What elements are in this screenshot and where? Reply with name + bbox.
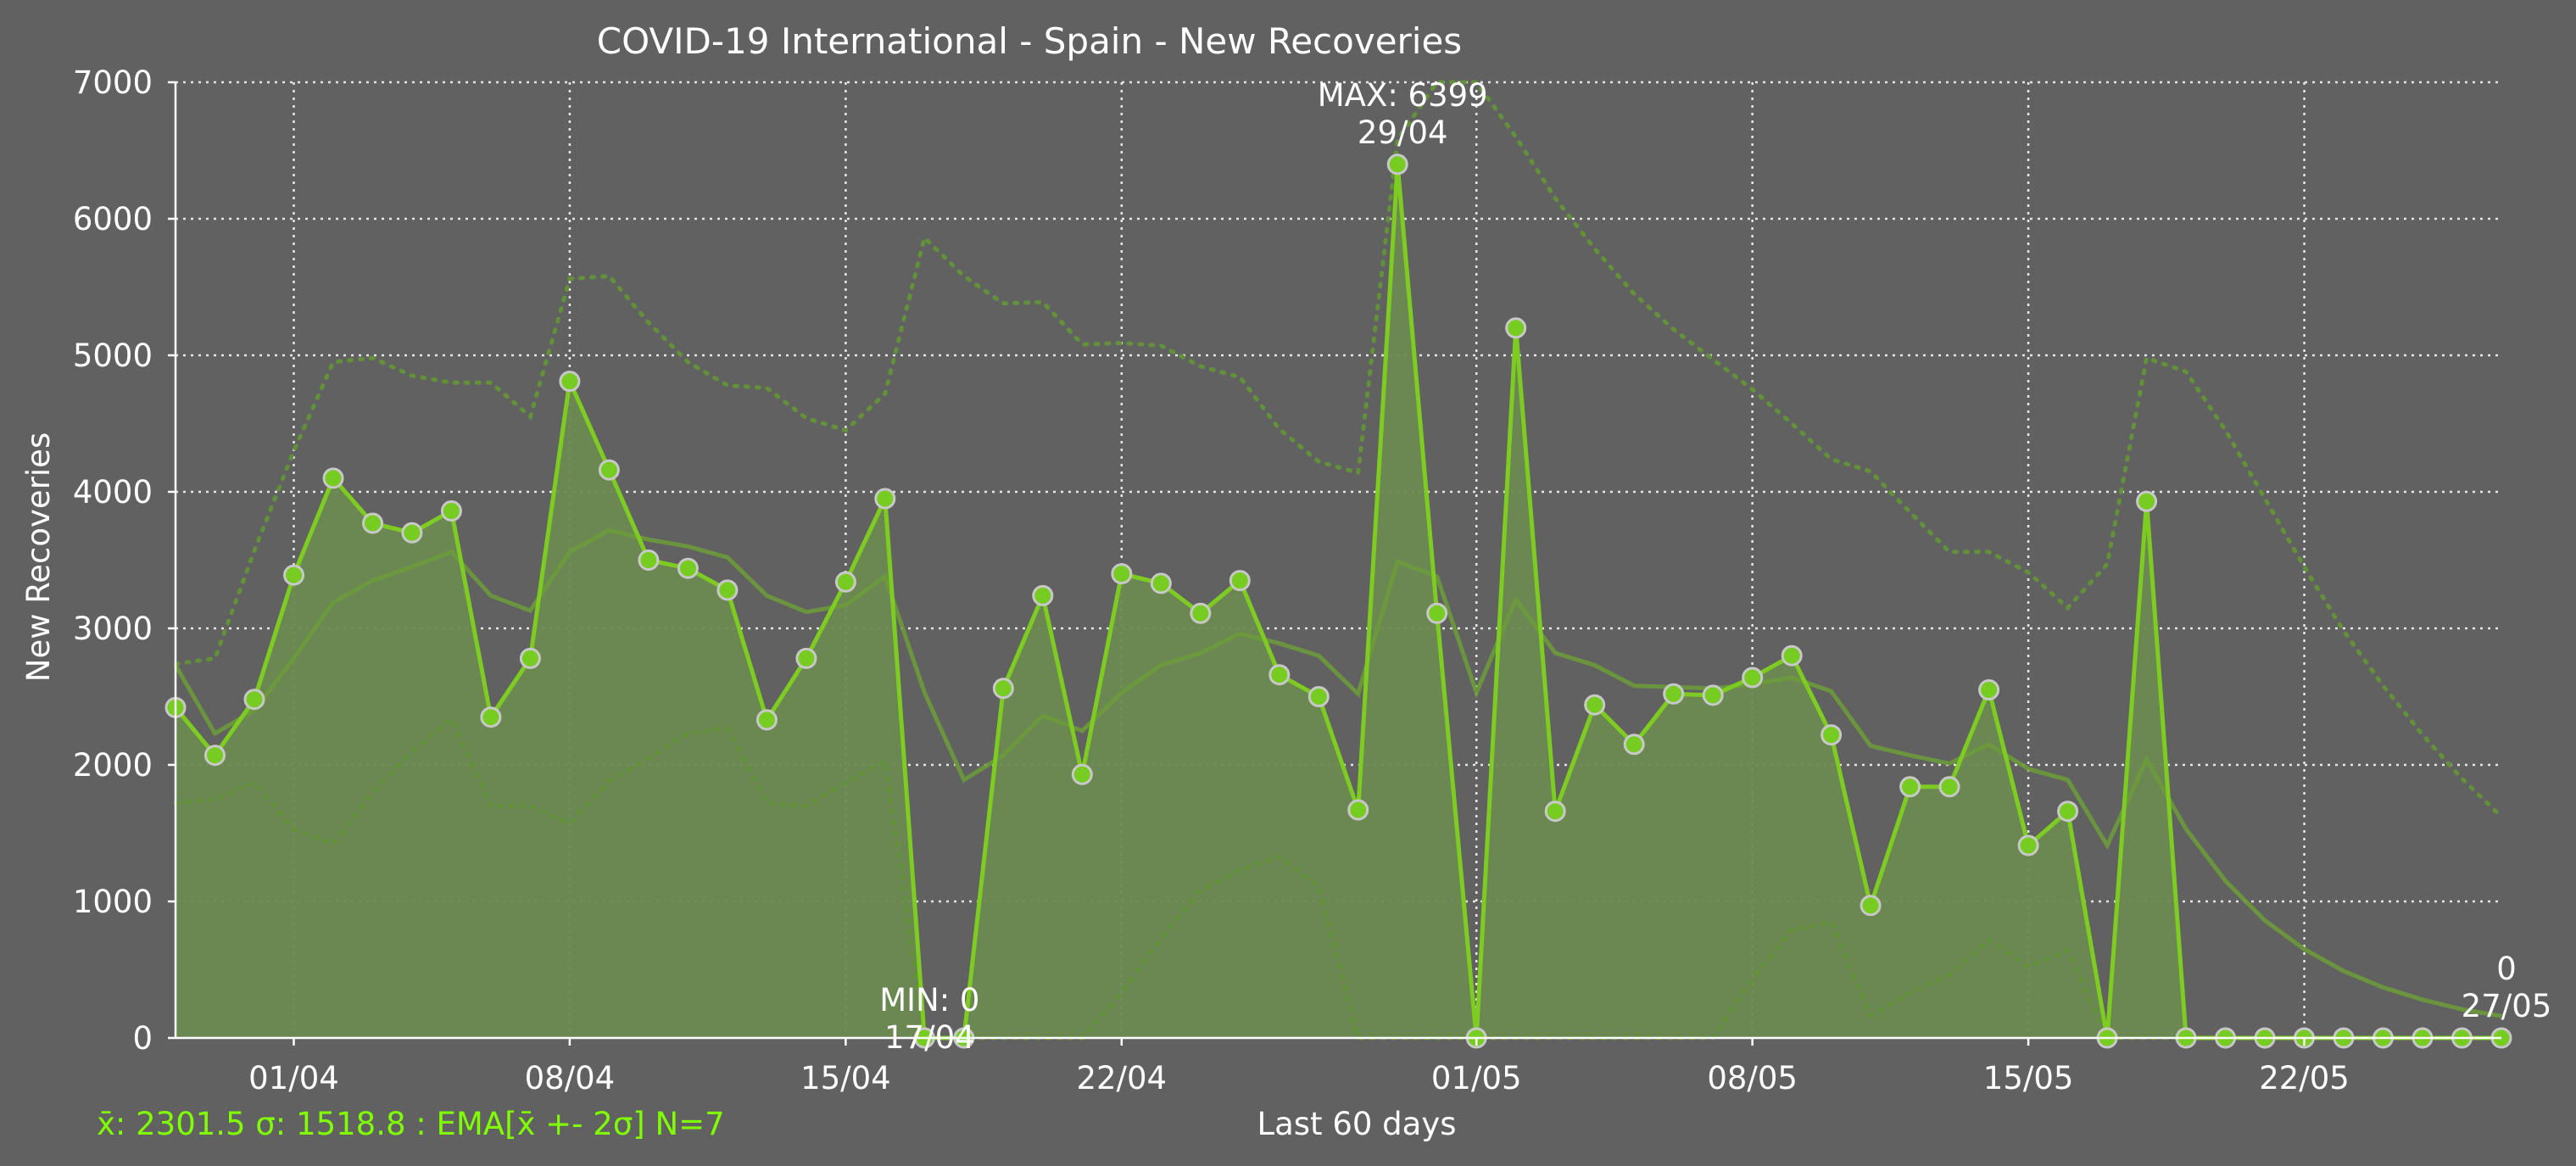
data-point xyxy=(1032,584,1054,606)
data-point xyxy=(716,579,739,601)
last-annotation-date: 27/05 xyxy=(2462,988,2552,1024)
data-point xyxy=(1544,801,1566,823)
data-point xyxy=(559,371,581,393)
y-tick-label: 1000 xyxy=(73,884,153,920)
data-point xyxy=(243,689,265,711)
series-line xyxy=(174,164,2501,1040)
data-point xyxy=(1426,602,1448,624)
data-point xyxy=(322,467,344,489)
data-point xyxy=(362,512,383,534)
data-point xyxy=(1860,895,1882,917)
data-point xyxy=(1663,683,1685,705)
y-tick-label: 6000 xyxy=(73,201,153,237)
x-tick-label: 15/05 xyxy=(1983,1060,2074,1096)
data-point xyxy=(1071,763,1093,785)
data-point xyxy=(677,557,699,579)
y-tick-label: 2000 xyxy=(73,747,153,784)
x-tick-label: 01/04 xyxy=(248,1060,339,1096)
data-point xyxy=(1742,667,1764,689)
data-point xyxy=(1938,776,1960,798)
axes: 0 1000 2000 3000 4000 5000 6000 7000 01/04 08/04 1… xyxy=(73,64,2501,1096)
x-tick-label: 01/05 xyxy=(1431,1060,1522,1096)
data-point xyxy=(1150,572,1172,594)
band-upper-line xyxy=(173,80,2504,819)
data-point xyxy=(1190,602,1212,624)
x-axis-label: Last 60 days xyxy=(1257,1106,1456,1142)
data-point xyxy=(401,522,423,544)
x-tick-label: 22/05 xyxy=(2259,1060,2350,1096)
y-tick-label: 3000 xyxy=(73,611,153,647)
data-point xyxy=(440,500,462,522)
y-axis-label: New Recoveries xyxy=(20,432,57,682)
data-point xyxy=(480,706,502,728)
min-annotation-label: MIN: 0 xyxy=(879,982,979,1018)
y-tick-label: 4000 xyxy=(73,474,153,510)
data-point xyxy=(1111,563,1133,585)
y-tick-label: 7000 xyxy=(73,64,153,101)
data-point xyxy=(1978,679,2000,700)
data-point xyxy=(2017,834,2039,856)
data-point xyxy=(1781,644,1803,667)
band-lower-line xyxy=(173,715,2504,1040)
data-point xyxy=(1505,317,1527,339)
x-tick-label: 08/04 xyxy=(525,1060,616,1096)
data-point xyxy=(1899,776,1921,798)
data-point xyxy=(1702,684,1724,706)
chart-title: COVID-19 International - Spain - New Rec… xyxy=(597,20,1462,62)
data-point xyxy=(638,550,660,571)
data-point xyxy=(1623,734,1645,756)
data-point xyxy=(2057,801,2079,823)
data-point xyxy=(834,571,856,593)
max-annotation-label: MAX: 6399 xyxy=(1318,77,1488,114)
data-point xyxy=(1347,799,1369,821)
y-tick-label: 0 xyxy=(132,1020,153,1057)
data-point xyxy=(2136,490,2158,512)
stats-line: x̄: 2301.5 σ: 1518.8 : EMA[x̄ +- 2σ] N=7 xyxy=(97,1106,725,1142)
x-tick-label: 15/04 xyxy=(800,1060,891,1096)
data-point xyxy=(598,459,620,481)
data-point xyxy=(992,678,1014,700)
data-point xyxy=(1820,724,1843,746)
data-point xyxy=(1308,686,1330,707)
data-point xyxy=(1268,664,1291,686)
x-tick-label: 08/05 xyxy=(1707,1060,1798,1096)
last-annotation-label: 0 xyxy=(2496,951,2517,987)
data-point xyxy=(519,647,541,669)
max-annotation-date: 29/04 xyxy=(1358,114,1448,151)
ema-line xyxy=(173,527,2502,1018)
data-point xyxy=(1584,694,1606,716)
data-point xyxy=(795,647,817,669)
data-point xyxy=(874,488,896,510)
data-point xyxy=(204,745,226,767)
y-tick-label: 5000 xyxy=(73,338,153,374)
data-point xyxy=(1386,153,1408,176)
data-point xyxy=(756,709,778,731)
data-point xyxy=(1229,570,1251,592)
x-tick-label: 22/04 xyxy=(1076,1060,1167,1096)
series-area xyxy=(176,164,2501,1038)
data-point xyxy=(283,564,304,586)
